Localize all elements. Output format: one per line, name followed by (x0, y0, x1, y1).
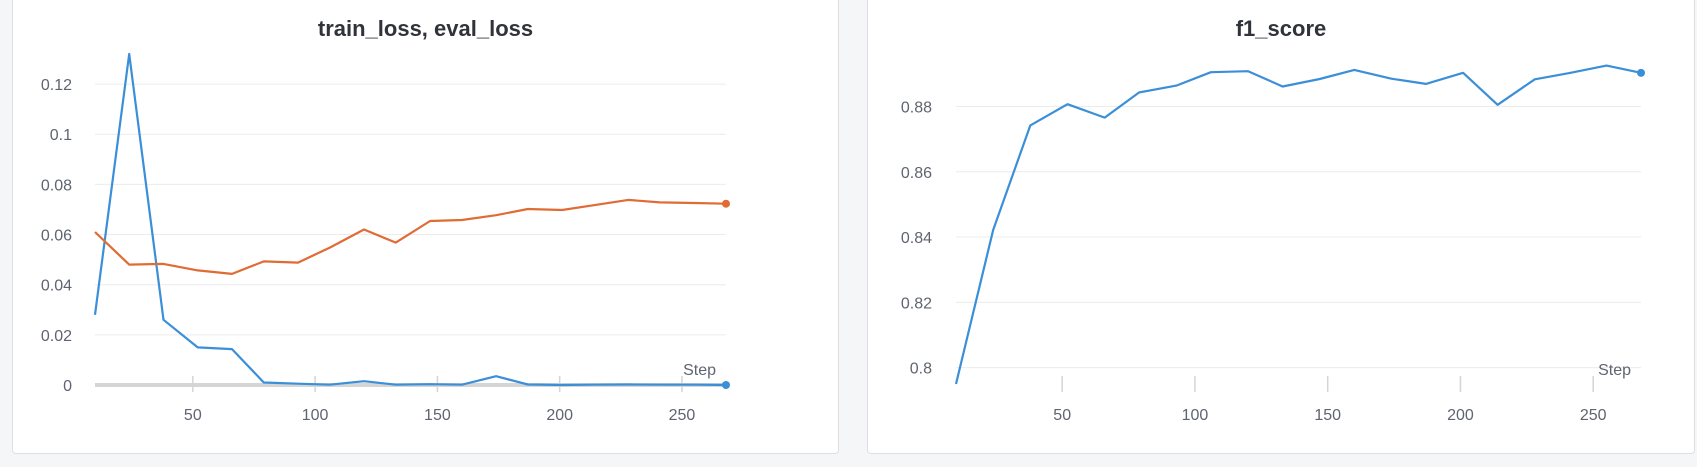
f1-chart-panel: f1_score 0.8 0.82 0.84 0.86 0.88 50 100 150 200 2… (867, 0, 1695, 454)
y-tick-label: 0.02 (41, 328, 72, 345)
y-tick-label: 0.08 (41, 177, 72, 194)
series-line-0 (954, 64, 1642, 385)
y-tick-label: 0.88 (901, 99, 932, 116)
series-end-point-0 (722, 381, 730, 389)
x-tick-label: 50 (184, 407, 202, 424)
y-tick-label: 0.84 (901, 230, 932, 247)
series-end-point-0 (1637, 68, 1645, 77)
y-tick-label: 0.06 (41, 228, 72, 245)
x-tick-label: 150 (424, 407, 451, 424)
x-tick-label: 100 (1182, 407, 1209, 424)
chart-title: train_loss, eval_loss (317, 16, 534, 41)
x-tick-label: 200 (1447, 407, 1474, 424)
y-tick-label: 0.04 (41, 278, 72, 295)
chart-title: f1_score (1235, 16, 1327, 41)
x-tick-label: 200 (546, 407, 573, 424)
x-tick-label: 100 (302, 407, 329, 424)
series-end-point-1 (722, 199, 730, 208)
x-tick-label: 50 (1053, 407, 1071, 424)
f1-chart-plot[interactable]: 0.8 0.82 0.84 0.86 0.88 50 100 150 200 250 Step (868, 0, 1694, 453)
x-tick-label: 250 (1580, 407, 1607, 424)
y-tick-label: 0.86 (901, 165, 932, 182)
y-tick-label: 0.1 (50, 127, 72, 144)
y-tick-label: 0.12 (41, 77, 72, 94)
loss-chart-plot[interactable]: 0 0.02 0.04 0.06 0.08 0.1 0.12 50 100 150 200 250 St… (13, 0, 838, 453)
x-axis-label: Step (1598, 362, 1631, 379)
loss-chart-panel: train_loss, eval_loss 0 0.02 0.04 0.06 0.08 0… (12, 0, 839, 454)
x-tick-label: 150 (1314, 407, 1341, 424)
y-tick-label: 0 (63, 378, 72, 395)
y-tick-label: 0.82 (901, 295, 932, 312)
x-axis-label: Step (683, 362, 716, 379)
y-tick-label: 0.8 (910, 361, 932, 378)
series-line-1 (94, 198, 727, 275)
series-line-0 (93, 52, 727, 387)
x-tick-label: 250 (669, 407, 696, 424)
